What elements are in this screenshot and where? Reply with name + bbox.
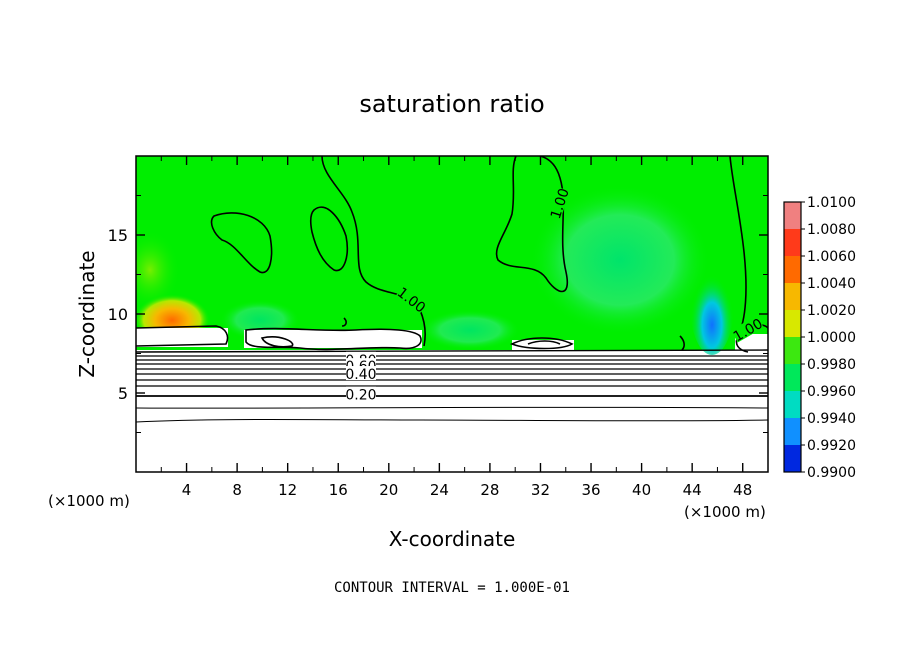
x-tick-label: 32 — [531, 481, 550, 499]
colorbar-label: 1.0000 — [807, 330, 856, 346]
colorbar-swatch — [784, 391, 801, 419]
y-tick-label: 10 — [108, 305, 128, 324]
colorbar: 1.0100 1.0080 1.0060 1.0040 1.0020 1.0000 0.99… — [783, 195, 856, 481]
colorbar-label: 0.9940 — [807, 411, 856, 427]
contour-line — [136, 385, 768, 387]
colorbar-label: 0.9900 — [807, 465, 856, 481]
colorbar-label: 1.0020 — [807, 303, 856, 319]
contour-line — [136, 363, 768, 365]
contour-line — [729, 156, 749, 353]
y-tick-label: 5 — [118, 384, 128, 403]
contour-line — [495, 156, 569, 293]
contour-line — [136, 359, 768, 361]
contour-line — [245, 327, 422, 351]
contour-label: 0.20 — [345, 388, 376, 404]
contour-line — [136, 419, 768, 423]
stratification-contours — [136, 349, 768, 423]
x-tick-label: 4 — [182, 481, 192, 499]
colorbar-label: 0.9980 — [807, 357, 856, 373]
x-axis-label: X-coordinate — [389, 527, 516, 551]
colorbar-swatch — [784, 337, 801, 365]
x-tick-label: 48 — [733, 481, 752, 499]
cloud-region — [136, 328, 228, 347]
y-axis-label: Z-coordinate — [75, 250, 99, 377]
contour-line — [136, 349, 768, 353]
contour-line — [136, 355, 768, 357]
contour-line — [260, 336, 294, 348]
contour-line — [321, 156, 426, 347]
colorbar-label: 1.0040 — [807, 276, 856, 292]
colorbar-swatch — [784, 364, 801, 392]
subsaturated-region — [530, 185, 710, 335]
colorbar-swatch — [784, 283, 801, 311]
colorbar-swatch — [784, 445, 801, 473]
contour-line — [136, 406, 768, 409]
x-tick-label: 20 — [379, 481, 398, 499]
colorbar-swatch — [784, 418, 801, 446]
x-tick-label: 44 — [683, 481, 702, 499]
x-axis-ticks: 4 8 12 16 20 24 28 32 36 40 44 48 — [160, 156, 752, 499]
x-tick-label: 28 — [480, 481, 499, 499]
y-tick-label: 15 — [108, 226, 128, 245]
contour-lines — [136, 156, 768, 353]
colorbar-label: 0.9920 — [807, 438, 856, 454]
contour-interval-note: CONTOUR INTERVAL = 1.000E-01 — [334, 580, 570, 596]
contour-line — [527, 340, 561, 345]
supersaturated-region — [136, 230, 180, 310]
contour-line — [341, 317, 347, 327]
colorbar-label: 1.0080 — [807, 222, 856, 238]
x-tick-label: 12 — [278, 481, 297, 499]
contour-line — [309, 206, 349, 272]
y-axis-ticks: 5 10 15 — [108, 195, 768, 433]
contour-line — [210, 212, 273, 274]
contour-label-bg — [345, 386, 376, 401]
stable-layer — [136, 350, 768, 472]
colorbar-label: 1.0100 — [807, 195, 856, 211]
subsaturated-region — [420, 310, 520, 350]
colorbar-label: 1.0060 — [807, 249, 856, 265]
x-unit-right: (×1000 m) — [684, 503, 766, 521]
x-tick-label: 36 — [581, 481, 600, 499]
plot-area — [136, 156, 768, 472]
contour-label-bg — [345, 366, 376, 381]
cloud-region — [244, 330, 422, 348]
contour-line — [136, 394, 768, 398]
x-tick-label: 40 — [632, 481, 651, 499]
colorbar-swatch — [784, 256, 801, 284]
chart-title: saturation ratio — [359, 90, 544, 118]
x-tick-label: 16 — [329, 481, 348, 499]
x-tick-label: 8 — [232, 481, 242, 499]
colorbar-label: 0.9960 — [807, 384, 856, 400]
contour-line — [136, 368, 768, 370]
contour-line — [136, 379, 768, 381]
x-tick-label: 24 — [430, 481, 449, 499]
colorbar-swatch — [784, 229, 801, 257]
contour-label: 0.40 — [345, 367, 376, 383]
subsaturated-region — [690, 255, 734, 355]
colorbar-swatch — [784, 202, 801, 230]
x-unit-left: (×1000 m) — [48, 492, 130, 510]
contour-line — [509, 337, 574, 350]
contour-label-bg — [396, 284, 429, 314]
contour-line — [136, 373, 768, 375]
colorbar-swatch — [784, 310, 801, 338]
contour-line — [679, 335, 685, 351]
contour-label-bg — [730, 315, 764, 343]
contour-label-bg — [547, 186, 570, 220]
contour-line — [136, 325, 229, 347]
